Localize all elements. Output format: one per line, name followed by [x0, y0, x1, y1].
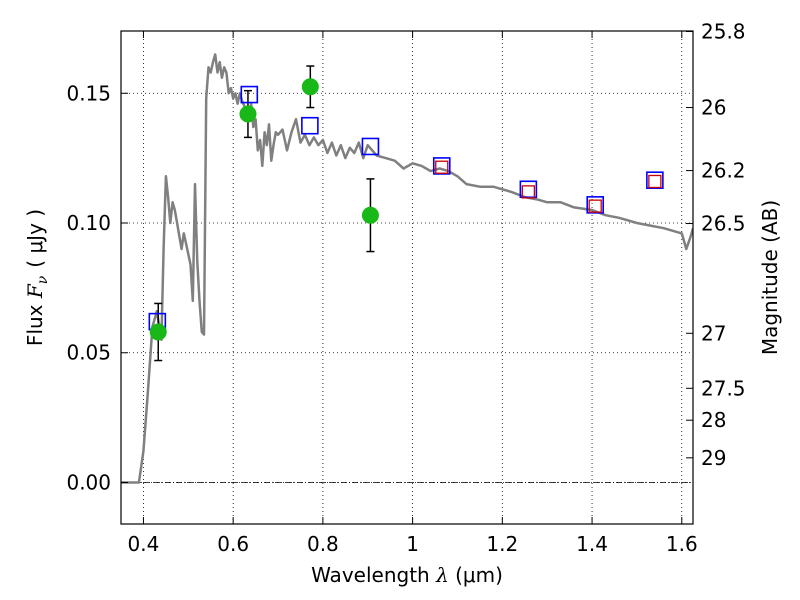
prediction-box: [521, 185, 536, 199]
y2-tick-label: 29: [701, 446, 726, 470]
x-axis-title-units: (μm): [449, 563, 503, 587]
x-tick-label: 0.4: [128, 532, 160, 556]
y-axis-title-prefix: Flux: [23, 298, 47, 346]
model-flux-box: [361, 137, 380, 156]
y2-tick-label: 27.5: [701, 376, 746, 400]
observed-point: [239, 105, 257, 123]
x-axis-title-symbol: λ: [435, 563, 449, 587]
y-axis-title: Flux Fν ( μJy ): [23, 209, 51, 346]
observed-point: [149, 323, 167, 341]
y-tick-label: 0.10: [66, 211, 111, 235]
model-flux-box: [301, 116, 319, 135]
y2-tick-label: 26: [701, 96, 726, 120]
x-axis-title-prefix: Wavelength: [311, 563, 436, 587]
series-layer: [121, 53, 693, 484]
y2-tick-label: 25.8: [701, 20, 746, 44]
model-flux-box: [586, 196, 604, 214]
model-spectrum-line: [121, 53, 693, 484]
model-flux-box: [432, 157, 451, 175]
x-tick-label: 1.4: [576, 532, 608, 556]
y2-tick-label: 26.2: [701, 159, 746, 183]
plot-frame: [120, 30, 694, 525]
model-flux-box: [240, 85, 259, 104]
observed-point: [301, 78, 319, 96]
y-axis-title-units: ( μJy ): [23, 209, 47, 268]
prediction-box: [435, 160, 449, 174]
y-axis-title-subscript: ν: [35, 275, 51, 284]
y2-axis-title: Magnitude (AB): [758, 200, 782, 355]
x-tick-label: 0.6: [217, 532, 249, 556]
x-tick-label: 0.8: [307, 532, 339, 556]
x-tick-label: 1.6: [666, 532, 698, 556]
y-tick-label: 0.15: [66, 81, 111, 105]
model-flux-box: [646, 171, 664, 189]
prediction-box: [648, 174, 662, 189]
y2-tick-label: 26.5: [701, 212, 746, 236]
ticks-layer: 0.4 0.6 0.8 1 1.2 1.4 1.6 0.00 0.05 0.10 0.15 25.8 2…: [66, 20, 745, 556]
y2-tick-label: 27: [701, 321, 726, 345]
x-axis-title: Wavelength λ (μm): [311, 563, 503, 587]
y-tick-label: 0.05: [66, 341, 111, 365]
observed-point: [361, 206, 379, 224]
x-tick-label: 1: [406, 532, 419, 556]
x-tick-label: 1.2: [486, 532, 518, 556]
y-axis-title-symbol: F: [23, 283, 47, 299]
prediction-box: [588, 199, 602, 213]
y2-tick-label: 28: [701, 408, 726, 432]
y-tick-label: 0.00: [66, 470, 111, 494]
